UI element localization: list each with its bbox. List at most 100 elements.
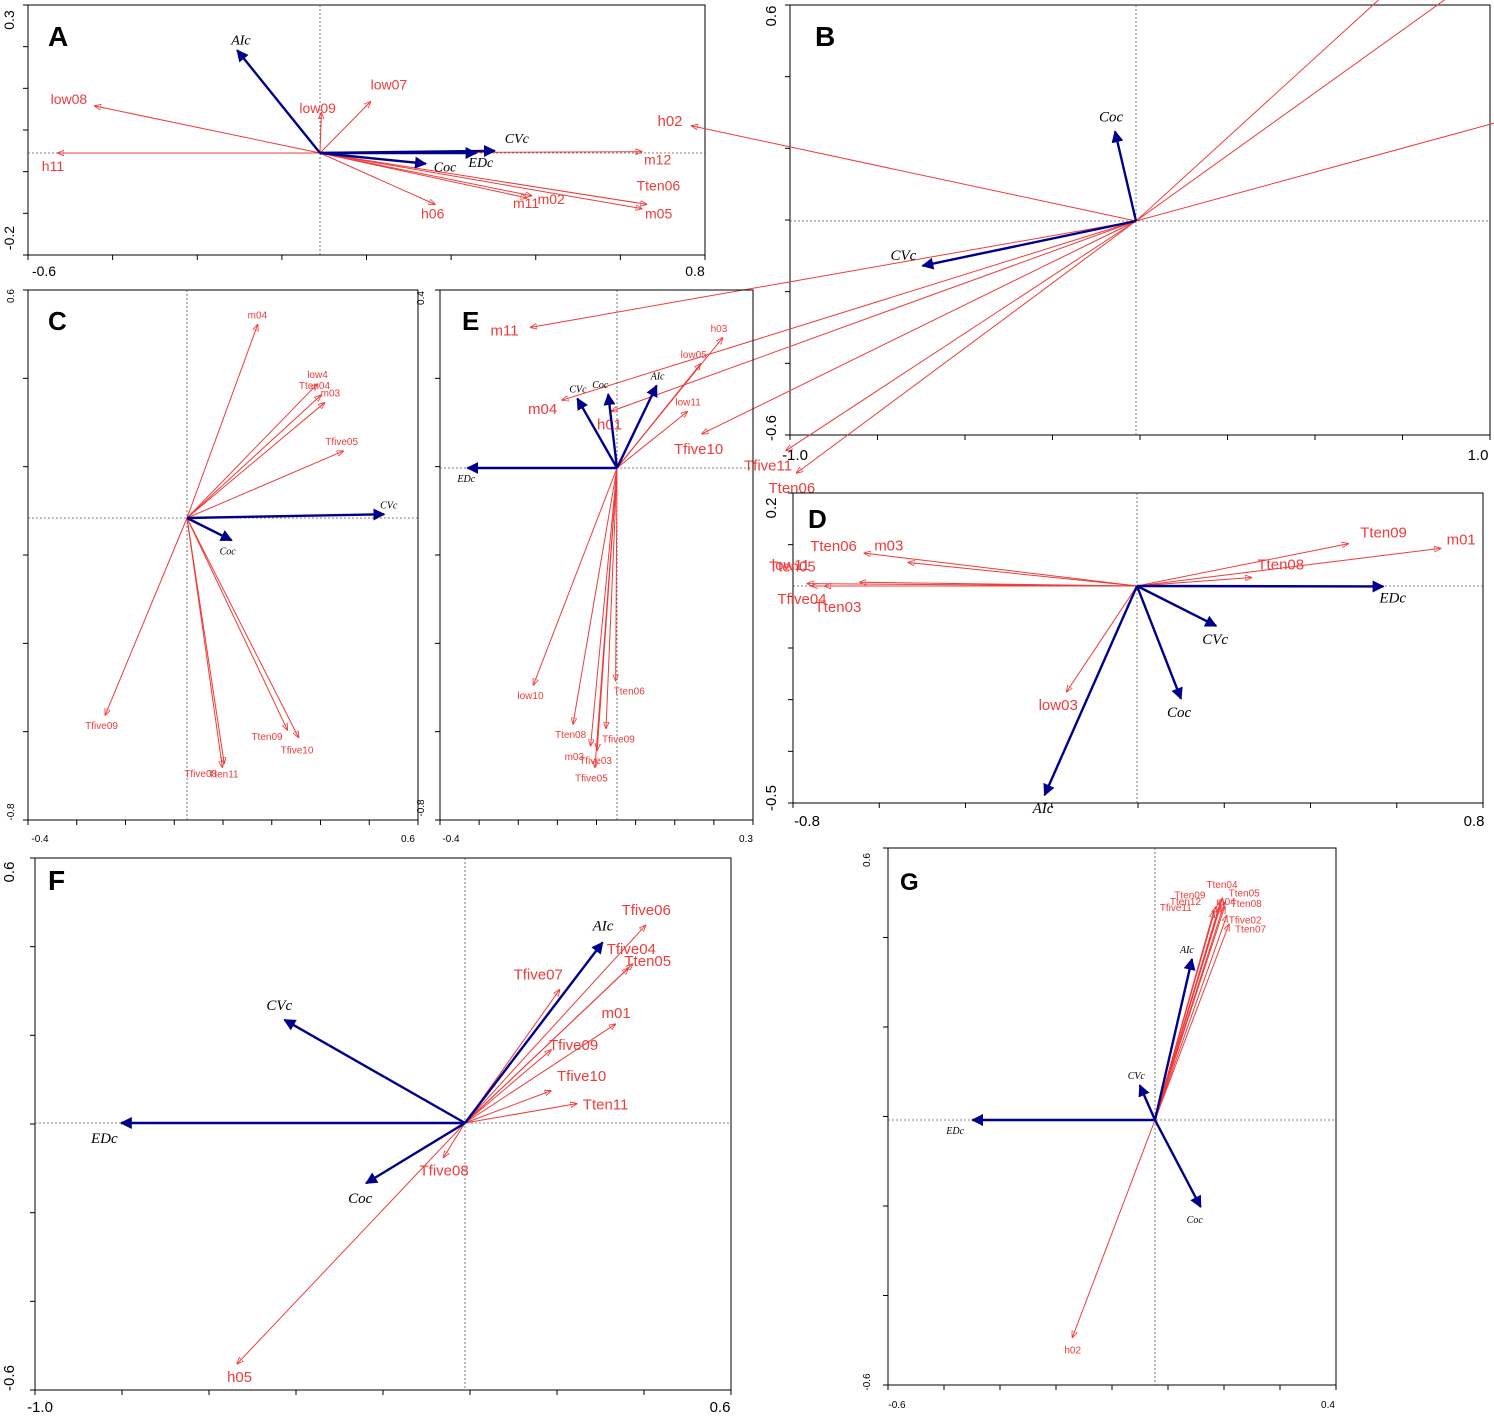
- species-arrow-tten11: [186, 517, 224, 764]
- species-label: h11: [42, 158, 65, 174]
- species-label: low03: [1039, 697, 1078, 714]
- env-arrow-cvc: [1138, 1084, 1157, 1121]
- species-arrow-tfive09: [464, 1050, 551, 1124]
- species-arrow-h05: [1135, 122, 1494, 222]
- env-arrow-coc: [1135, 585, 1183, 700]
- species-label: Tfive09: [85, 721, 118, 732]
- species-label: Tten12: [1170, 897, 1202, 908]
- species-arrow-m04: [562, 220, 1137, 400]
- species-label: low07: [371, 77, 408, 93]
- species-label: low05: [681, 350, 708, 361]
- env-label: CVc: [266, 998, 292, 1014]
- species-label: Tfive04: [777, 591, 826, 608]
- env-label: CVc: [1128, 1071, 1146, 1082]
- y-tick-label: 0.6: [862, 853, 873, 867]
- y-tick-label: 0.6: [763, 6, 780, 27]
- species-label: Tten08: [555, 730, 587, 741]
- x-tick-label: 0.4: [1321, 1400, 1335, 1411]
- env-label: AIc: [1032, 801, 1054, 817]
- env-arrow-cvc: [283, 1018, 466, 1125]
- species-arrow-low08: [95, 106, 321, 154]
- species-arrow-tten08: [1154, 907, 1225, 1121]
- species-label: h01: [597, 416, 622, 433]
- env-arrow-coc: [603, 393, 619, 469]
- species-arrow-tten06: [797, 220, 1137, 473]
- env-label: AIc: [650, 372, 665, 383]
- species-arrow-tfive10: [186, 517, 299, 737]
- species-label: m03: [321, 389, 341, 400]
- env-arrow-aic: [1153, 957, 1196, 1121]
- x-tick-label: 0.6: [710, 1399, 731, 1416]
- env-label: EDc: [1378, 590, 1406, 606]
- species-label: Tten06: [614, 687, 646, 698]
- species-arrow-low10: [533, 467, 618, 685]
- y-tick-label: -0.2: [1, 226, 17, 250]
- env-label: Coc: [348, 1191, 373, 1207]
- species-label: m04: [1216, 897, 1236, 908]
- species-label: Tten03: [815, 599, 862, 616]
- species-label: m02: [538, 191, 565, 207]
- species-arrow-tfive10: [464, 1091, 551, 1124]
- species-label: Tfive09: [549, 1037, 598, 1054]
- env-label: CVc: [569, 385, 587, 396]
- species-label: m11: [491, 322, 519, 339]
- panel-letter: E: [462, 306, 479, 336]
- species-arrow-tfive09: [105, 517, 188, 715]
- species-arrow-m04: [186, 325, 258, 519]
- panel-b: -1.01.00.6-0.6Blow11m07h05h02m11m04h01Tf…: [491, 0, 1494, 497]
- x-tick-label: 0.3: [739, 834, 753, 845]
- species-label: m01: [602, 1005, 631, 1022]
- species-arrow-m03: [908, 563, 1138, 587]
- y-tick-label: -0.5: [763, 785, 780, 811]
- species-label: Tfive08: [184, 769, 217, 780]
- species-arrow-m04: [1154, 907, 1220, 1121]
- env-arrow-coc: [365, 1121, 466, 1185]
- panel-letter: A: [48, 21, 68, 52]
- species-label: Tfive10: [557, 1068, 606, 1085]
- species-arrow-h02: [1072, 1119, 1156, 1338]
- species-label: low09: [299, 100, 336, 116]
- y-tick-label: -0.8: [416, 799, 427, 817]
- x-tick-label: 0.8: [685, 263, 705, 279]
- species-arrow-tten11: [464, 1104, 577, 1124]
- env-label: Coc: [1187, 1215, 1204, 1226]
- panel-letter: F: [48, 865, 65, 896]
- x-tick-label: 1.0: [1468, 447, 1489, 464]
- species-label: m11: [513, 195, 539, 211]
- env-arrow-cvc: [1136, 584, 1218, 628]
- species-label: h02: [1064, 1346, 1081, 1357]
- species-arrow-tten06: [319, 152, 647, 204]
- env-arrow-cvc: [576, 397, 619, 469]
- env-label: Coc: [220, 546, 237, 557]
- env-label: CVc: [891, 248, 917, 264]
- species-label: low11: [772, 557, 810, 574]
- species-label: m04: [248, 311, 268, 322]
- panel-letter: G: [900, 869, 919, 896]
- species-label: Tten06: [810, 538, 857, 555]
- species-arrow-tfive09: [606, 467, 618, 728]
- species-label: m03: [565, 752, 585, 763]
- species-label: Tfive05: [575, 773, 608, 784]
- species-arrow-tfive11: [786, 220, 1137, 451]
- species-label: m12: [644, 152, 671, 168]
- species-arrow-low4: [186, 384, 317, 519]
- species-label: h06: [421, 205, 445, 221]
- species-arrow-h06: [319, 152, 435, 204]
- species-label: h03: [711, 324, 728, 335]
- env-arrow-coc: [1153, 1119, 1202, 1209]
- env-label: EDc: [945, 1126, 964, 1137]
- species-arrow-m02: [319, 152, 532, 196]
- env-arrow-aic: [1043, 585, 1139, 797]
- y-tick-label: -0.8: [6, 803, 17, 821]
- env-label: Coc: [434, 161, 457, 176]
- species-arrow-tfive05: [186, 451, 343, 519]
- species-label: Tfive05: [325, 437, 358, 448]
- x-tick-label: 0.6: [401, 834, 415, 845]
- env-arrow-coc: [1111, 130, 1138, 222]
- species-label: m01: [1447, 531, 1476, 548]
- species-label: Tten04: [1206, 880, 1238, 891]
- env-arrow-coc: [319, 151, 427, 169]
